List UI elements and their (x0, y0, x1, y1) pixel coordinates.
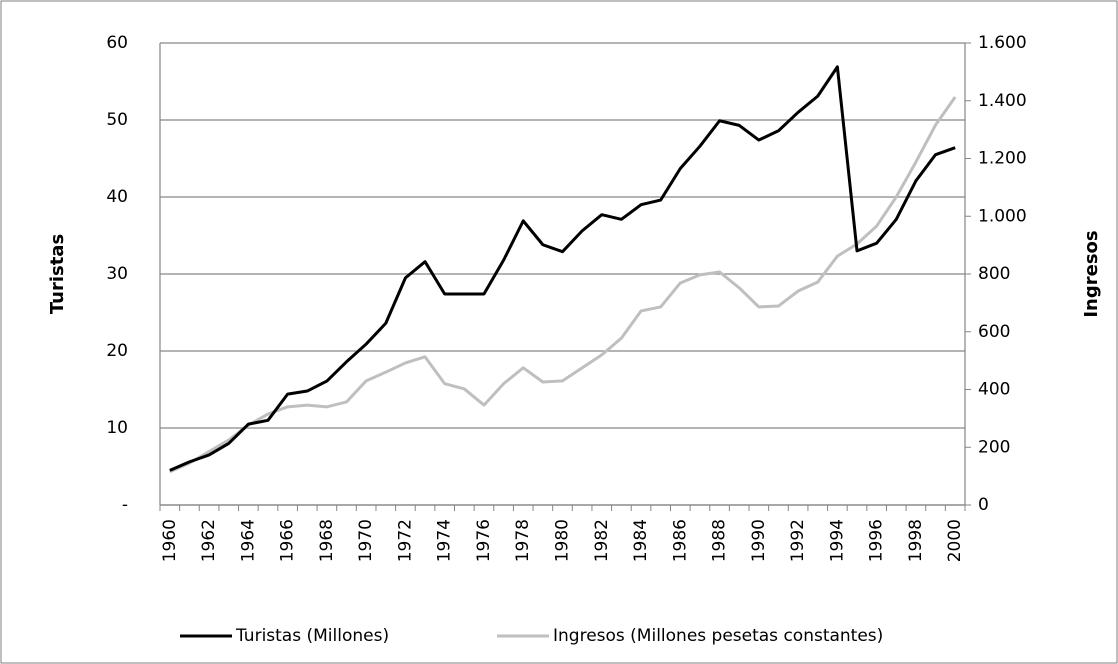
y2-tick-label: 200 (978, 437, 1010, 457)
y-tick-label: 60 (106, 33, 128, 53)
y-tick-label: 40 (106, 187, 128, 207)
y-tick-label: 20 (106, 341, 128, 361)
data-line (169, 96, 957, 474)
x-tick-label: 1998 (906, 519, 926, 562)
x-tick-label: 1996 (867, 519, 887, 562)
y2-tick-label: 1.200 (978, 149, 1027, 169)
x-tick-label: 1982 (592, 519, 612, 562)
y-tick-label: 10 (106, 418, 128, 438)
x-tick-label: 1986 (670, 519, 690, 562)
x-tick-label: 1994 (827, 519, 847, 562)
y2-tick-label: 1.600 (978, 33, 1027, 53)
x-tick-label: 1990 (749, 519, 769, 562)
y2-axis-title: Ingresos (1081, 230, 1102, 317)
x-tick-label: 1978 (513, 519, 533, 562)
y-tick-label: - (122, 495, 128, 515)
y-tick-label: 50 (106, 110, 128, 130)
x-tick-label: 1976 (474, 519, 494, 562)
y-tick-label: 30 (106, 264, 128, 284)
x-tick-label: 1988 (710, 519, 730, 562)
x-tick-label: 1992 (788, 519, 808, 562)
x-tick-label: 1980 (553, 519, 573, 562)
x-tick-label: 1966 (278, 519, 298, 562)
legend-label: Ingresos (Millones pesetas constantes) (553, 626, 883, 646)
y2-tick-label: 600 (978, 322, 1010, 342)
x-tick-label: 1972 (395, 519, 415, 562)
x-tick-label: 1964 (238, 519, 258, 562)
x-tick-label: 1968 (317, 519, 337, 562)
y2-tick-label: 400 (978, 380, 1010, 400)
data-line (169, 65, 956, 472)
x-tick-label: 1974 (435, 519, 455, 562)
x-tick-label: 1970 (356, 519, 376, 562)
y2-tick-label: 0 (978, 495, 989, 515)
x-tick-label: 1962 (199, 519, 219, 562)
y2-tick-label: 1.400 (978, 91, 1027, 111)
x-tick-label: 2000 (945, 519, 965, 562)
x-tick-label: 1960 (160, 519, 180, 562)
y2-tick-label: 800 (978, 264, 1010, 284)
y-axis-title: Turistas (47, 234, 68, 314)
legend-label: Turistas (Millones) (235, 626, 389, 646)
y2-tick-label: 1.000 (978, 206, 1027, 226)
x-tick-label: 1984 (631, 519, 651, 562)
